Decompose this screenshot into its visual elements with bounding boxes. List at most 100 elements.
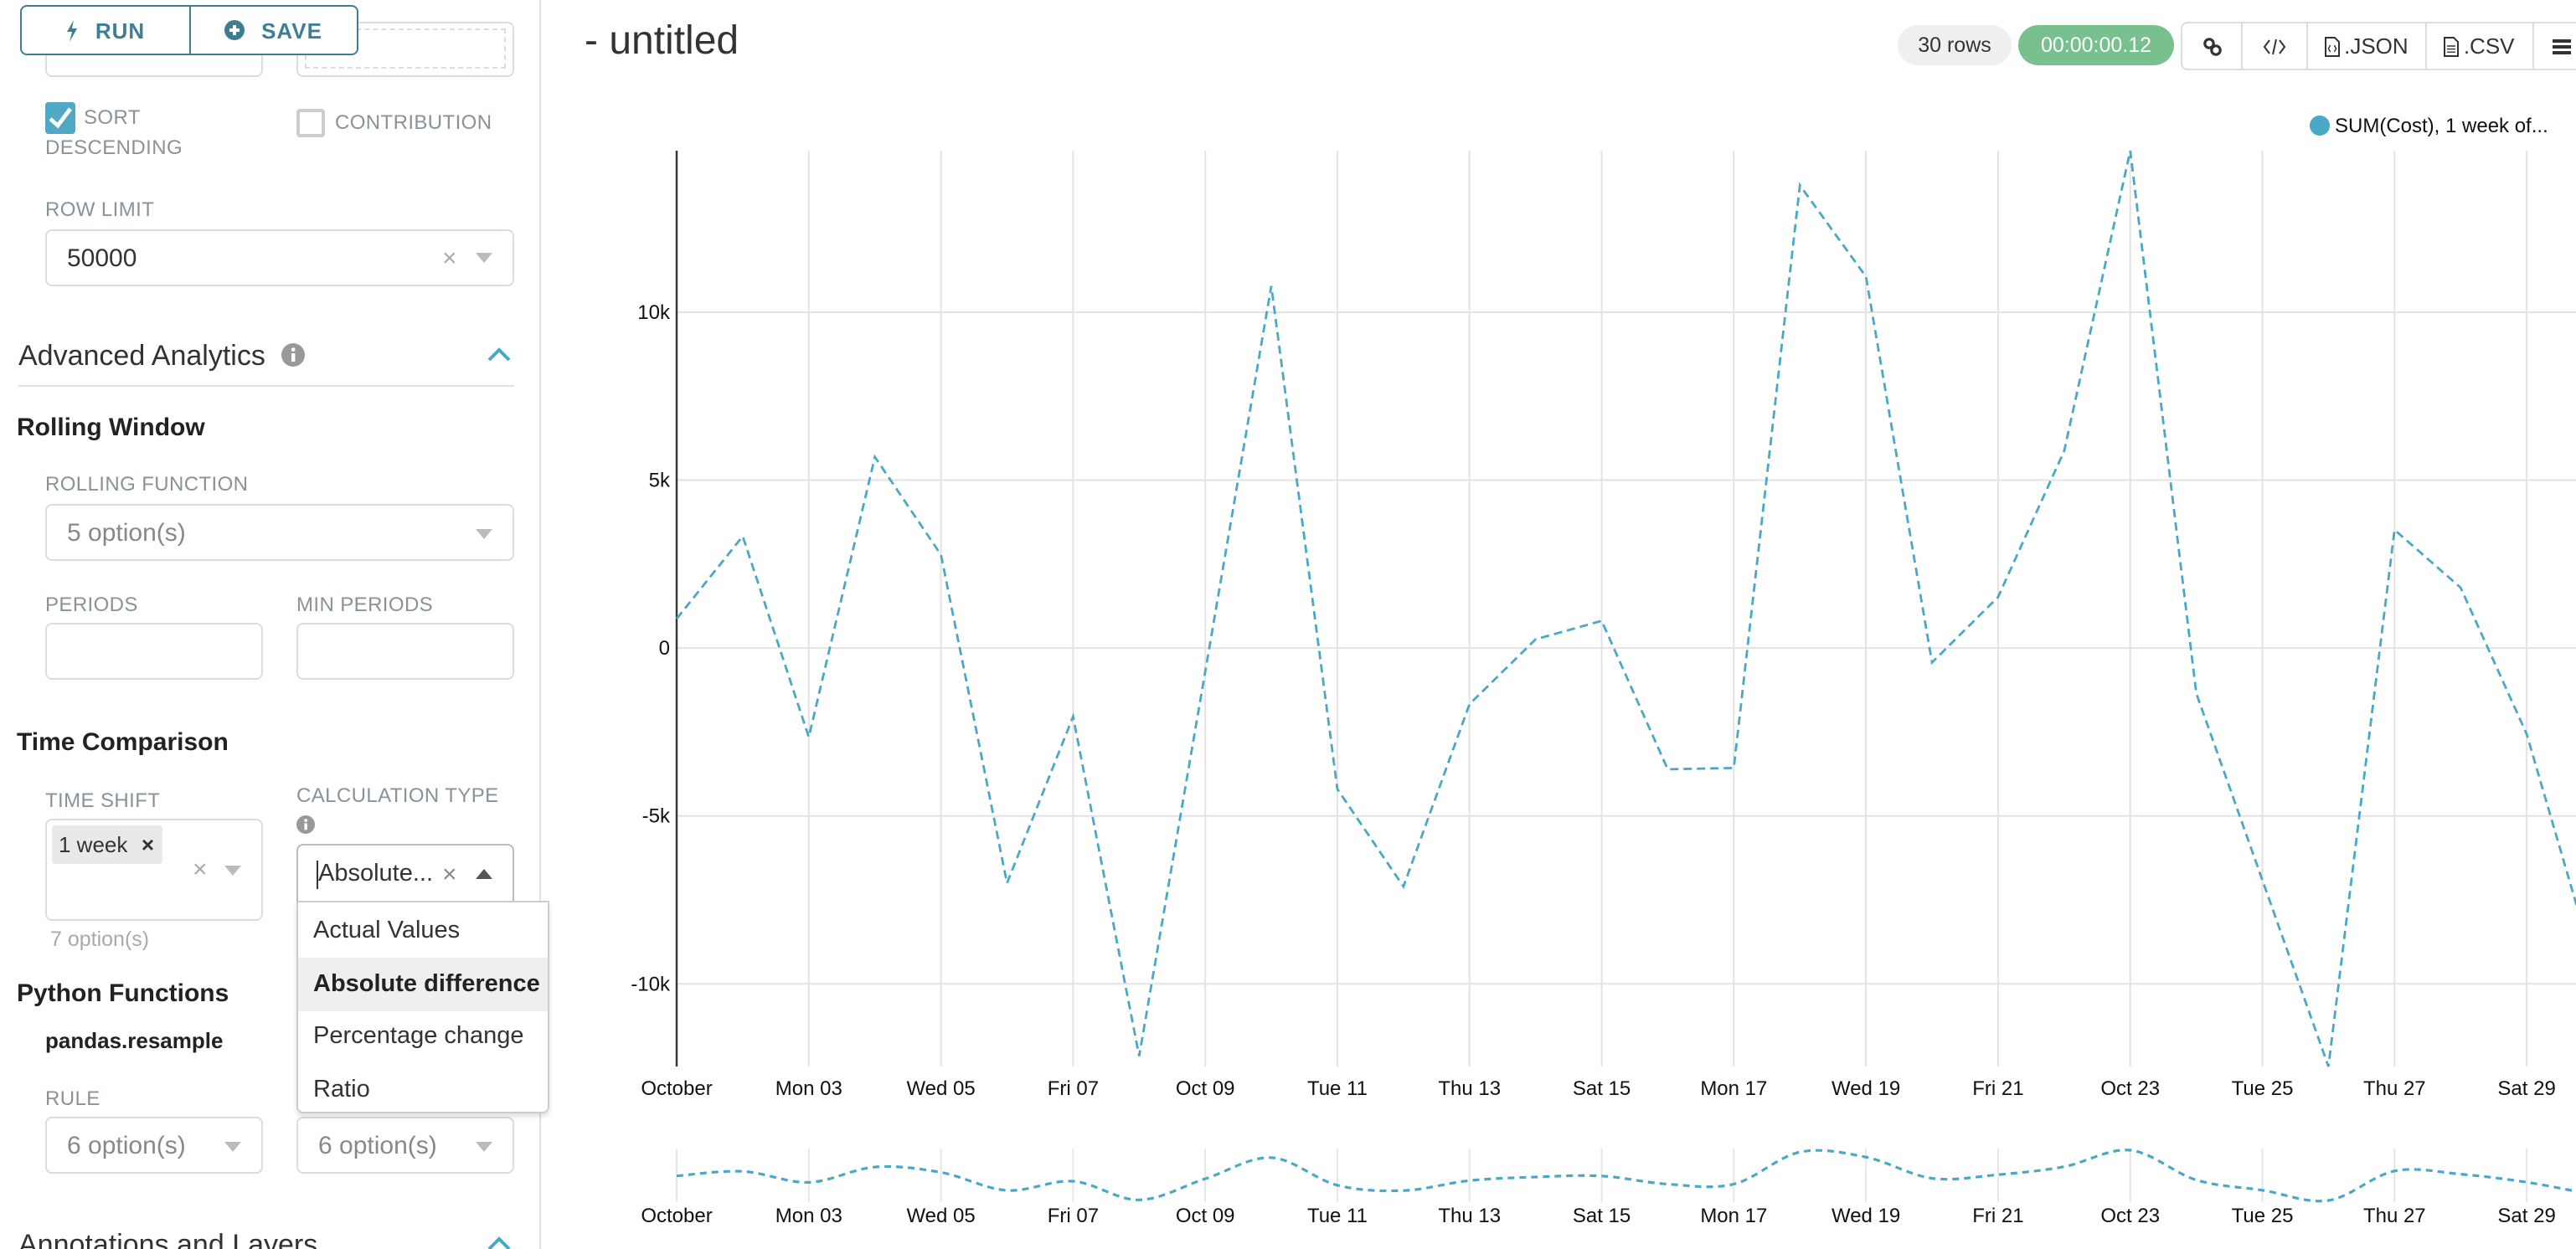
data-point [1136,1053,1142,1060]
periods-label: PERIODS [45,593,138,616]
calculation-type-select[interactable]: Absolute... × [296,844,514,904]
data-point [2259,876,2266,883]
chevron-down-icon[interactable] [224,1142,241,1152]
brush-x-tick-label: Oct 09 [1176,1205,1235,1227]
data-point [1599,618,1605,624]
periods-input[interactable] [45,623,263,680]
more-menu-button[interactable] [2532,23,2576,69]
data-point [2193,690,2200,696]
y-tick-label: -10k [631,973,671,995]
legend[interactable]: SUM(Cost), 1 week of... [2310,114,2548,137]
x-tick-label: Wed 19 [1832,1077,1900,1100]
run-label: RUN [95,18,146,43]
menu-item-actual-values[interactable]: Actual Values [313,917,461,944]
data-point [739,533,746,540]
chevron-up-icon[interactable] [487,1236,511,1249]
export-csv-button[interactable]: .CSV [2424,23,2532,69]
y-tick-label: 0 [659,637,670,660]
contribution-checkbox[interactable] [296,109,325,137]
export-json-button[interactable]: .JSON [2306,23,2425,69]
info-icon[interactable] [296,815,315,834]
method-placeholder: 6 option(s) [318,1132,437,1160]
menu-item-ratio[interactable]: Ratio [313,1077,370,1103]
rows-badge: 30 rows [1898,25,2012,65]
csv-label: .CSV [2463,33,2515,59]
menu-item-absolute-difference[interactable]: Absolute difference [298,958,548,1011]
rule-select[interactable]: 6 option(s) [45,1117,263,1174]
menu-icon [2552,39,2571,54]
save-button[interactable]: SAVE [188,7,357,54]
data-point [1202,668,1208,675]
clear-icon[interactable]: × [193,856,208,884]
data-point [2061,448,2068,455]
x-tick-label: Oct 23 [2100,1077,2160,1100]
brush-x-tick-label: Wed 05 [906,1205,975,1227]
min-periods-input[interactable] [296,623,514,680]
brush-x-tick-label: Fri 07 [1048,1205,1099,1227]
sort-descending-checkbox[interactable] [45,102,75,134]
chevron-down-icon[interactable] [476,1142,492,1152]
x-tick-label: Fri 07 [1048,1077,1099,1100]
brush-x-tick-label: October [641,1205,712,1227]
clear-icon[interactable]: × [442,244,457,273]
method-select[interactable]: 6 option(s) [296,1117,514,1174]
x-tick-label: October [641,1077,712,1100]
brush-chart[interactable]: October Mon 03 Wed 05 Fri 07 Oct 09 Tue 11 Thu… [641,1149,2576,1227]
sort-label: SORT [84,105,141,129]
x-tick-label: Tue 25 [2232,1077,2294,1100]
chevron-down-icon[interactable] [224,866,241,876]
data-point [1730,764,1737,771]
x-tick-label: Thu 27 [2363,1077,2426,1100]
code-icon [2263,38,2286,54]
y-tick-label: 10k [637,301,671,324]
legend-series-dot[interactable] [2310,116,2330,136]
chevron-up-icon[interactable] [476,869,492,879]
data-point [872,454,878,460]
bolt-icon [66,19,77,41]
row-limit-value: 50000 [67,244,137,273]
export-toolbar: .JSON .CSV [2181,22,2576,70]
file-text-icon [2443,36,2459,56]
y-tick-label: 5k [649,470,671,492]
embed-code-button[interactable] [2241,23,2306,69]
data-point [2325,1063,2331,1070]
chart-title[interactable]: - untitled [585,18,739,64]
data-point [1533,636,1539,643]
remove-tag-icon[interactable]: × [141,832,154,857]
link-icon [2202,37,2222,55]
brush-x-tick-label: Thu 13 [1438,1205,1501,1227]
time-shift-label: TIME SHIFT [45,789,161,812]
data-point [1796,182,1803,188]
data-point [806,733,812,740]
annotations-title[interactable]: Annotations and Layers [18,1229,318,1249]
row-limit-select[interactable]: 50000 × [45,229,514,286]
python-functions-subtitle: pandas.resample [45,1028,224,1053]
control-panel: RUN SAVE SORT DESCENDING CONTRIBUTION RO… [0,0,549,1249]
text-cursor [317,861,318,889]
brush-x-tick-label: Tue 11 [1307,1205,1368,1227]
data-point [673,615,680,622]
info-icon[interactable] [281,343,305,367]
data-point [1003,880,1010,887]
data-point [938,552,945,558]
data-point [1466,701,1473,707]
rolling-function-select[interactable]: 5 option(s) [45,504,514,561]
x-tick-label: Mon 03 [775,1077,842,1100]
chevron-down-icon[interactable] [476,529,492,539]
chevron-down-icon[interactable] [476,253,492,263]
chevron-up-icon[interactable] [487,347,511,363]
data-point [1268,283,1275,290]
run-button[interactable]: RUN [22,7,188,54]
brush-x-tick-label: Fri 21 [1972,1205,2023,1227]
brush-x-tick-label: Mon 03 [775,1205,842,1227]
calculation-type-menu: Actual Values Absolute difference Percen… [296,901,549,1113]
clear-icon[interactable]: × [442,861,457,889]
brush-x-tick-label: Sat 29 [2497,1205,2555,1227]
advanced-analytics-title[interactable]: Advanced Analytics [18,340,265,372]
data-point [1400,883,1407,890]
save-label: SAVE [261,18,322,43]
x-tick-label: Wed 05 [906,1077,975,1100]
link-button[interactable] [2182,23,2242,69]
series-line [675,150,2576,1067]
menu-item-percentage-change[interactable]: Percentage change [313,1023,524,1050]
